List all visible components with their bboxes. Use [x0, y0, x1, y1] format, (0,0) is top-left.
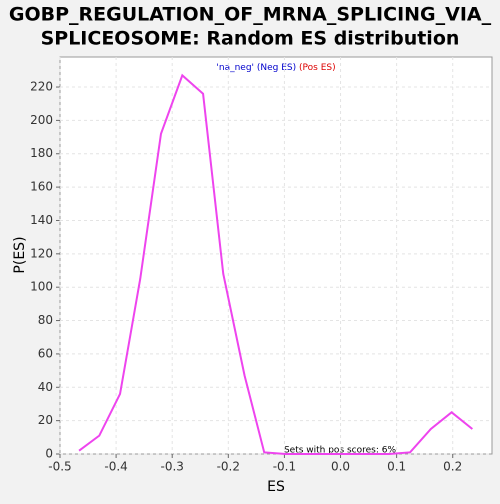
y-tick-label: 20 [38, 413, 53, 427]
legend: 'na_neg' (Neg ES) (Pos ES) [216, 63, 335, 73]
x-tick-label: -0.2 [217, 460, 240, 474]
x-tick-label: 0.2 [443, 460, 462, 474]
annotation: Sets with pos scores: 6% [284, 446, 397, 456]
y-tick-label: 220 [30, 80, 53, 94]
y-tick-label: 0 [45, 447, 53, 461]
y-tick-label: 100 [30, 280, 53, 294]
x-tick-label: 0.0 [331, 460, 350, 474]
x-tick-label: -0.5 [48, 460, 71, 474]
y-tick-label: 180 [30, 146, 53, 160]
y-tick-label: 120 [30, 246, 53, 260]
chart-title: GOBP_REGULATION_OF_MRNA_SPLICING_VIA_ [9, 4, 492, 26]
chart-title: SPLICEOSOME: Random ES distribution [41, 28, 460, 50]
x-tick-label: -0.3 [160, 460, 183, 474]
x-tick-label: -0.4 [104, 460, 127, 474]
y-tick-label: 160 [30, 180, 53, 194]
x-tick-label: 0.1 [387, 460, 406, 474]
legend-entry: 'na_neg' (Neg ES) [216, 63, 296, 73]
y-tick-label: 40 [38, 380, 53, 394]
y-axis-label: P(ES) [12, 236, 28, 273]
y-tick-label: 60 [38, 346, 53, 360]
y-tick-label: 140 [30, 213, 53, 227]
x-tick-label: -0.1 [273, 460, 296, 474]
y-tick-label: 200 [30, 113, 53, 127]
line [78, 73, 473, 455]
x-axis-label: ES [267, 479, 285, 495]
plot-area [59, 56, 493, 455]
y-tick-label: 80 [38, 313, 53, 327]
legend-entry: (Pos ES) [299, 63, 336, 73]
